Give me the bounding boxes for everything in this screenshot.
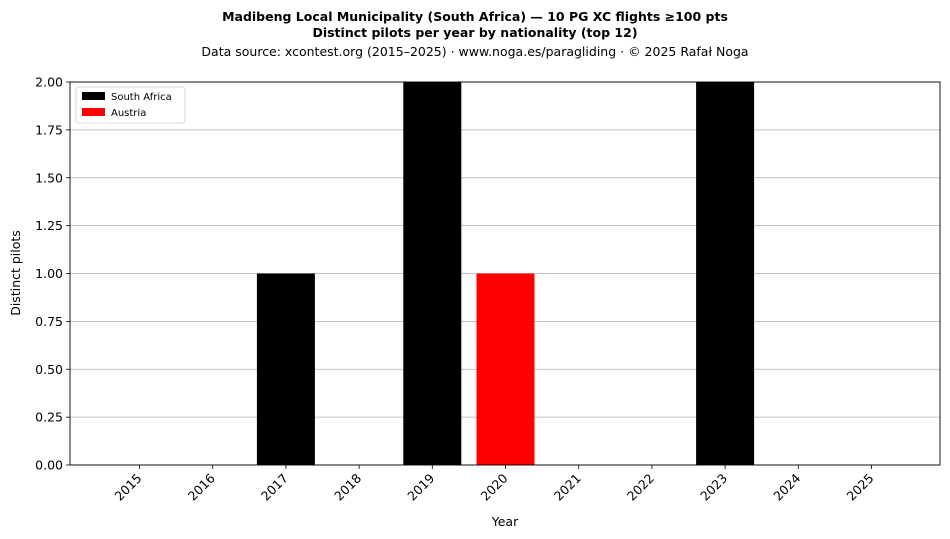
- x-tick-label: 2025: [844, 471, 877, 504]
- x-tick-label: 2015: [112, 471, 145, 504]
- legend-label: South Africa: [111, 92, 172, 103]
- legend: South Africa Austria: [75, 86, 186, 124]
- x-tick-label: 2019: [404, 470, 437, 503]
- y-tick-label: 1.00: [35, 266, 63, 281]
- x-tick-label: 2023: [697, 471, 730, 504]
- bars: [256, 82, 755, 465]
- y-tick-label: 1.25: [35, 218, 63, 233]
- x-tick-label: 2024: [770, 470, 803, 503]
- y-tick-label: 1.75: [35, 122, 63, 137]
- chart-title: Madibeng Local Municipality (South Afric…: [201, 9, 748, 59]
- y-tick-label: 0.50: [35, 362, 63, 377]
- chart-title-line-1: Madibeng Local Municipality (South Afric…: [222, 9, 728, 24]
- x-tick-label: 2017: [258, 471, 291, 504]
- x-tick-label: 2018: [331, 470, 364, 503]
- x-tick-label: 2021: [551, 471, 584, 504]
- bar-south-africa-2023: [696, 82, 755, 465]
- y-tick-label: 1.50: [35, 170, 63, 185]
- legend-swatch-austria: [82, 108, 105, 116]
- chart-title-line-2: Distinct pilots per year by nationality …: [312, 25, 637, 40]
- x-axis-label: Year: [491, 514, 519, 529]
- legend-swatch-south-africa: [82, 92, 105, 100]
- y-tick-label: 0.75: [35, 314, 63, 329]
- y-axis-label: Distinct pilots: [8, 230, 23, 316]
- x-tick-label: 2022: [624, 471, 657, 504]
- y-tick-label: 2.00: [35, 75, 63, 90]
- bar-south-africa-2017: [256, 273, 315, 465]
- y-tick-label: 0.25: [35, 410, 63, 425]
- x-tick-label: 2016: [185, 470, 218, 503]
- chart-subtitle: Data source: xcontest.org (2015–2025) · …: [201, 44, 748, 59]
- y-tick-label: 0.00: [35, 458, 63, 473]
- legend-label: Austria: [111, 108, 146, 119]
- x-tick-label: 2020: [478, 470, 511, 503]
- bar-austria-2020: [476, 273, 535, 465]
- bar-south-africa-2019: [403, 82, 462, 465]
